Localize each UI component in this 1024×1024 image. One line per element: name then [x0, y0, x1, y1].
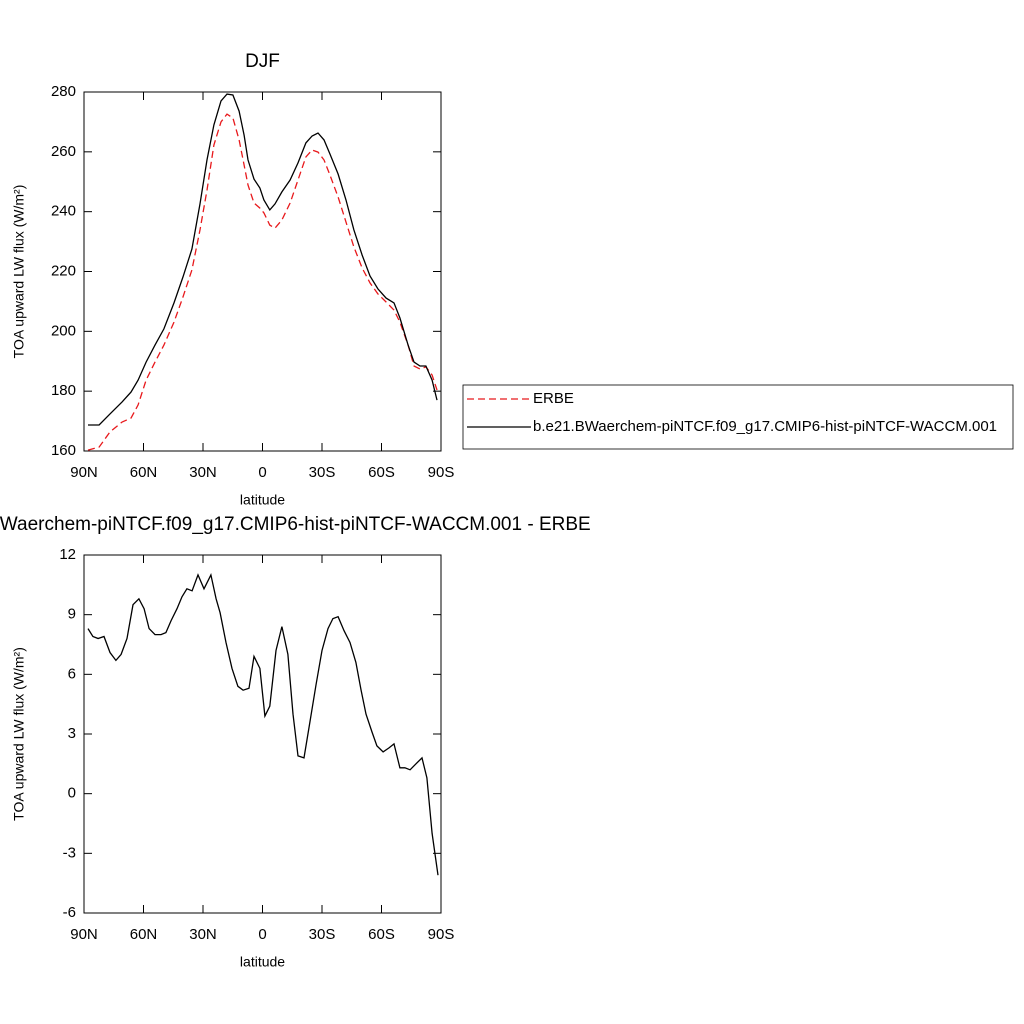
chart-title: b.e21.BWaerchem-piNTCF.f09_g17.CMIP6-his…	[0, 514, 591, 535]
x-tick-label: 60S	[368, 464, 395, 481]
legend-box	[462, 384, 1014, 450]
y-tick-label: 260	[51, 143, 76, 160]
plot-frame	[83, 91, 442, 452]
x-tick-label: 0	[258, 926, 266, 943]
y-tick-label: 220	[51, 262, 76, 279]
y-tick-label: 280	[51, 83, 76, 100]
x-tick-label: 90S	[428, 464, 455, 481]
y-tick-label: 0	[68, 785, 76, 802]
x-axis-label: latitude	[240, 954, 285, 970]
chart-title: DJF	[245, 51, 280, 72]
x-tick-label: 30N	[189, 464, 217, 481]
legend-label: b.e21.BWaerchem-piNTCF.f09_g17.CMIP6-his…	[533, 418, 997, 435]
y-tick-label: 240	[51, 203, 76, 220]
data-line	[87, 113, 438, 451]
y-tick-label: -6	[63, 904, 76, 921]
x-tick-label: 90N	[70, 926, 98, 943]
y-tick-label: 160	[51, 442, 76, 459]
x-tick-label: 60N	[130, 926, 158, 943]
y-tick-label: 12	[59, 546, 76, 563]
y-axis-label: TOA upward LW flux (W/m²)	[11, 185, 27, 359]
x-axis-label: latitude	[240, 492, 285, 508]
x-tick-label: 60S	[368, 926, 395, 943]
x-tick-label: 30S	[309, 926, 336, 943]
y-tick-label: -3	[63, 844, 76, 861]
plot-frame	[83, 554, 442, 914]
y-tick-label: 180	[51, 382, 76, 399]
y-tick-label: 3	[68, 725, 76, 742]
y-tick-label: 9	[68, 606, 76, 623]
x-tick-label: 0	[258, 464, 266, 481]
x-tick-label: 90S	[428, 926, 455, 943]
data-line	[88, 93, 438, 426]
x-tick-label: 90N	[70, 464, 98, 481]
x-tick-label: 60N	[130, 464, 158, 481]
data-line	[87, 572, 439, 876]
x-tick-label: 30N	[189, 926, 217, 943]
y-axis-label: TOA upward LW flux (W/m²)	[11, 647, 27, 821]
x-tick-label: 30S	[309, 464, 336, 481]
y-tick-label: 6	[68, 665, 76, 682]
y-tick-label: 200	[51, 322, 76, 339]
legend-label: ERBE	[533, 390, 574, 407]
